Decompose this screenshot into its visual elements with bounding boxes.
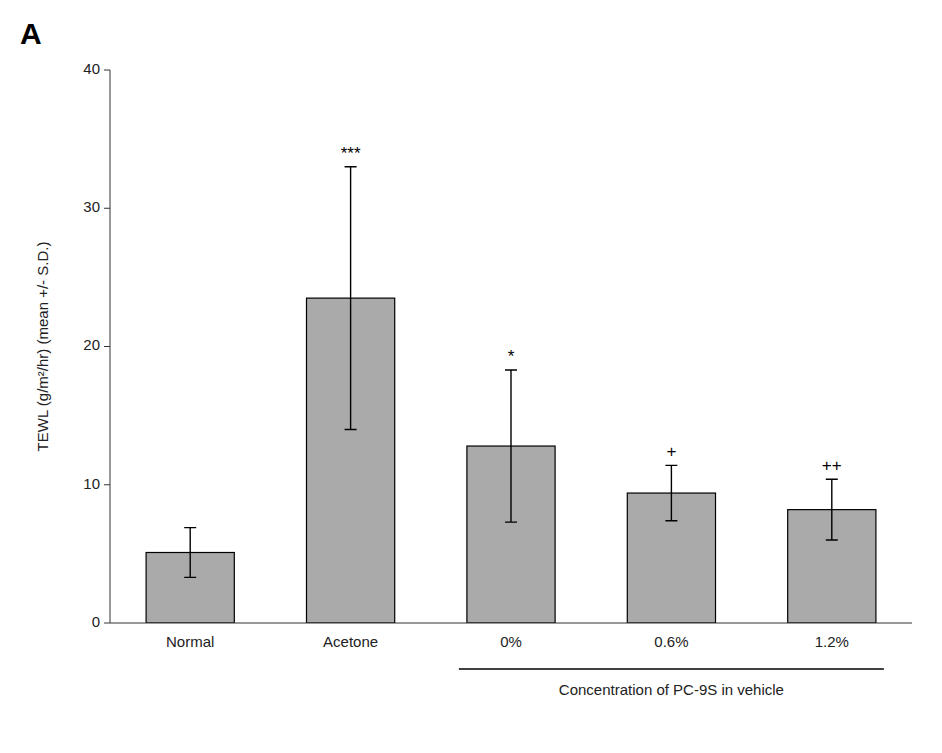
tick-label: 0.6% [654, 633, 688, 650]
y-axis: 0 10 20 30 40 [83, 60, 110, 630]
tick-label: 0% [500, 633, 522, 650]
group-label: Concentration of PC-9S in vehicle [559, 681, 784, 698]
x-axis-line [110, 623, 912, 624]
tick [104, 208, 110, 209]
title: A [20, 17, 42, 50]
tick-label: 40 [83, 60, 100, 77]
tick-label: 20 [83, 336, 100, 353]
annotations: ****+++ [341, 144, 842, 475]
x-axis: Normal Acetone 0% 0.6% 1.2% [166, 633, 849, 650]
error-bar [505, 370, 517, 522]
group-bracket [459, 668, 884, 670]
annotation: * [508, 347, 515, 366]
error-bar [184, 528, 196, 578]
y-label: TEWL (g/m²/hr) (mean +/- S.D.) [34, 242, 51, 452]
tick-label: 30 [83, 198, 100, 215]
tick-label: 0 [92, 613, 100, 630]
tick-label: 1.2% [815, 633, 849, 650]
chart: 010203040NormalAcetone0%0.6%1.2%****+++C… [0, 0, 942, 753]
error-bar [665, 465, 677, 520]
error-bar [345, 167, 357, 430]
annotation: ++ [822, 456, 842, 475]
annotation: *** [341, 144, 361, 163]
error-bar [826, 479, 838, 540]
tick [104, 484, 110, 485]
tick-label: 10 [83, 475, 100, 492]
tick-label: Acetone [323, 633, 378, 650]
tick [104, 70, 110, 71]
y-axis-line [110, 70, 111, 623]
tick [104, 623, 110, 624]
annotation: + [666, 442, 676, 461]
tick-label: Normal [166, 633, 214, 650]
bars [146, 167, 876, 623]
tick [104, 346, 110, 347]
